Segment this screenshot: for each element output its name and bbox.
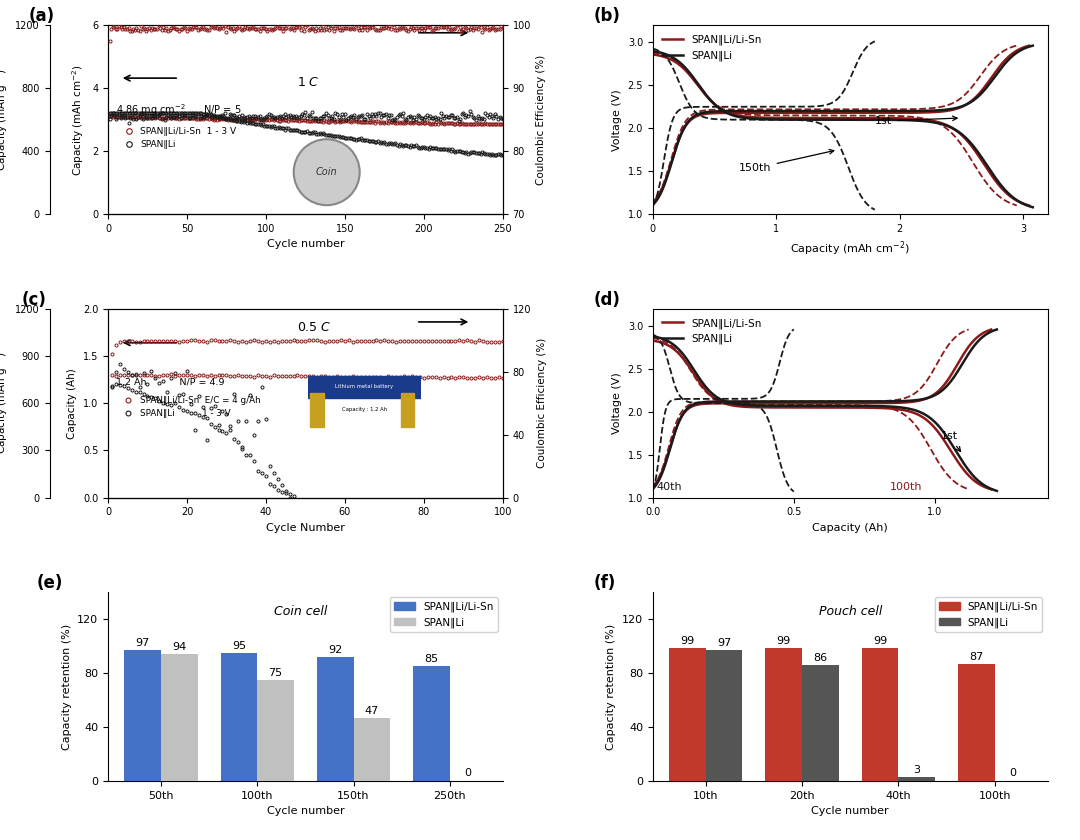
- Text: 99: 99: [873, 636, 887, 645]
- Y-axis label: Capacity (mAh g$^{-1}$): Capacity (mAh g$^{-1}$): [0, 352, 10, 454]
- Y-axis label: Capacity retention (%): Capacity retention (%): [62, 623, 71, 750]
- Text: Capacity : 1.2 Ah: Capacity : 1.2 Ah: [342, 407, 387, 412]
- Legend: SPAN‖Li/Li-Sn, SPAN‖Li: SPAN‖Li/Li-Sn, SPAN‖Li: [934, 597, 1042, 632]
- Legend: SPAN‖Li/Li-Sn, SPAN‖Li: SPAN‖Li/Li-Sn, SPAN‖Li: [658, 30, 766, 65]
- Bar: [401, 393, 415, 428]
- SPAN‖Li: [770, 106, 783, 116]
- Text: (d): (d): [594, 291, 621, 309]
- Bar: [862, 648, 899, 781]
- Text: 87: 87: [969, 652, 984, 662]
- Text: 0: 0: [464, 768, 472, 778]
- Text: 92: 92: [328, 645, 342, 655]
- Legend: SPAN‖Li/Li-Sn  E/C = 4 g/Ah, SPAN‖Li          1 - 3 V: SPAN‖Li/Li-Sn E/C = 4 g/Ah, SPAN‖Li 1 - …: [120, 392, 264, 422]
- Bar: [161, 654, 198, 781]
- Bar: [899, 777, 935, 781]
- X-axis label: Cycle number: Cycle number: [811, 806, 889, 816]
- Text: Lithium metal battery: Lithium metal battery: [336, 384, 393, 389]
- Text: 86: 86: [813, 653, 827, 663]
- Text: 4.86 mg cm$^{-2}$      N/P = 5: 4.86 mg cm$^{-2}$ N/P = 5: [116, 102, 242, 118]
- Text: 1st: 1st: [875, 116, 957, 126]
- Text: 97: 97: [135, 638, 150, 648]
- Legend: SPAN‖Li/Li-Sn, SPAN‖Li: SPAN‖Li/Li-Sn, SPAN‖Li: [658, 314, 766, 349]
- Text: Pouch cell: Pouch cell: [819, 605, 882, 618]
- Bar: [257, 680, 294, 781]
- Text: Coin: Coin: [315, 167, 338, 177]
- Text: 100th: 100th: [890, 482, 922, 492]
- SPAN‖Li/Li-Sn: [646, 197, 659, 207]
- Text: (f): (f): [594, 575, 616, 592]
- Bar: [766, 648, 802, 781]
- Text: 40th: 40th: [657, 482, 683, 492]
- SPAN‖Li/Li-Sn: [691, 111, 704, 121]
- SPAN‖Li: [797, 106, 810, 116]
- Legend: SPAN‖Li/Li-Sn  1 - 3 V, SPAN‖Li: SPAN‖Li/Li-Sn 1 - 3 V, SPAN‖Li: [120, 123, 240, 153]
- X-axis label: Cycle number: Cycle number: [267, 239, 345, 249]
- Text: 0: 0: [1010, 768, 1016, 778]
- Text: (a): (a): [29, 8, 55, 25]
- Y-axis label: Capacity (Ah): Capacity (Ah): [67, 368, 78, 438]
- SPAN‖Li/Li-Sn: [769, 108, 782, 118]
- Y-axis label: Capacity (mAh cm$^{-2}$): Capacity (mAh cm$^{-2}$): [70, 64, 86, 176]
- SPAN‖Li: [886, 106, 899, 116]
- Text: 75: 75: [269, 668, 283, 678]
- X-axis label: Capacity (Ah): Capacity (Ah): [812, 523, 888, 533]
- SPAN‖Li/Li-Sn: [795, 108, 808, 118]
- Y-axis label: Capacity (mAh g$^{-1}$): Capacity (mAh g$^{-1}$): [0, 68, 10, 171]
- Bar: [124, 650, 161, 781]
- Text: 0.5 $C$: 0.5 $C$: [297, 322, 332, 334]
- Line: SPAN‖Li: SPAN‖Li: [652, 45, 1032, 205]
- SPAN‖Li: [920, 106, 933, 116]
- Bar: [958, 664, 995, 781]
- Y-axis label: Coulombic Efficiency (%): Coulombic Efficiency (%): [537, 55, 546, 185]
- SPAN‖Li/Li-Sn: [918, 108, 931, 118]
- Text: 99: 99: [777, 636, 791, 645]
- Y-axis label: Voltage (V): Voltage (V): [612, 372, 622, 434]
- Text: 3: 3: [914, 765, 920, 775]
- SPAN‖Li: [692, 109, 705, 119]
- Text: (c): (c): [22, 291, 46, 309]
- Text: 150th: 150th: [739, 150, 834, 173]
- Text: 1.2 Ah           N/P = 4.9: 1.2 Ah N/P = 4.9: [116, 377, 225, 386]
- X-axis label: Cycle Number: Cycle Number: [266, 523, 345, 533]
- Text: 47: 47: [365, 706, 379, 716]
- Text: 99: 99: [680, 636, 694, 645]
- Text: 95: 95: [232, 641, 246, 651]
- Text: (b): (b): [594, 8, 621, 25]
- Circle shape: [339, 417, 390, 460]
- Bar: [353, 717, 390, 781]
- Bar: [414, 666, 450, 781]
- Bar: [316, 657, 353, 781]
- Text: 97: 97: [717, 638, 731, 648]
- Bar: [310, 393, 324, 428]
- Bar: [802, 665, 839, 781]
- Bar: [670, 648, 705, 781]
- Legend: SPAN‖Li/Li-Sn, SPAN‖Li: SPAN‖Li/Li-Sn, SPAN‖Li: [390, 597, 498, 632]
- SPAN‖Li/Li-Sn: [883, 108, 896, 118]
- Line: SPAN‖Li/Li-Sn: SPAN‖Li/Li-Sn: [652, 45, 1029, 202]
- SPAN‖Li: [1026, 40, 1039, 50]
- Bar: [220, 653, 257, 781]
- Y-axis label: Coulombic Efficiency (%): Coulombic Efficiency (%): [537, 338, 546, 469]
- Text: Coin cell: Coin cell: [274, 605, 327, 618]
- Text: (e): (e): [37, 575, 64, 592]
- Text: 1 $C$: 1 $C$: [297, 76, 320, 89]
- Y-axis label: Capacity retention (%): Capacity retention (%): [606, 623, 617, 750]
- SPAN‖Li/Li-Sn: [920, 108, 933, 118]
- Text: 1st: 1st: [941, 431, 960, 451]
- Bar: [308, 376, 421, 398]
- X-axis label: Capacity (mAh cm$^{-2}$): Capacity (mAh cm$^{-2}$): [791, 239, 910, 258]
- X-axis label: Cycle number: Cycle number: [267, 806, 345, 816]
- Text: 94: 94: [172, 643, 187, 653]
- SPAN‖Li/Li-Sn: [1023, 40, 1036, 50]
- Bar: [705, 650, 742, 781]
- SPAN‖Li: [922, 106, 935, 116]
- Y-axis label: Voltage (V): Voltage (V): [612, 89, 622, 150]
- Text: 85: 85: [424, 654, 438, 664]
- SPAN‖Li: [646, 200, 659, 210]
- Circle shape: [294, 139, 360, 205]
